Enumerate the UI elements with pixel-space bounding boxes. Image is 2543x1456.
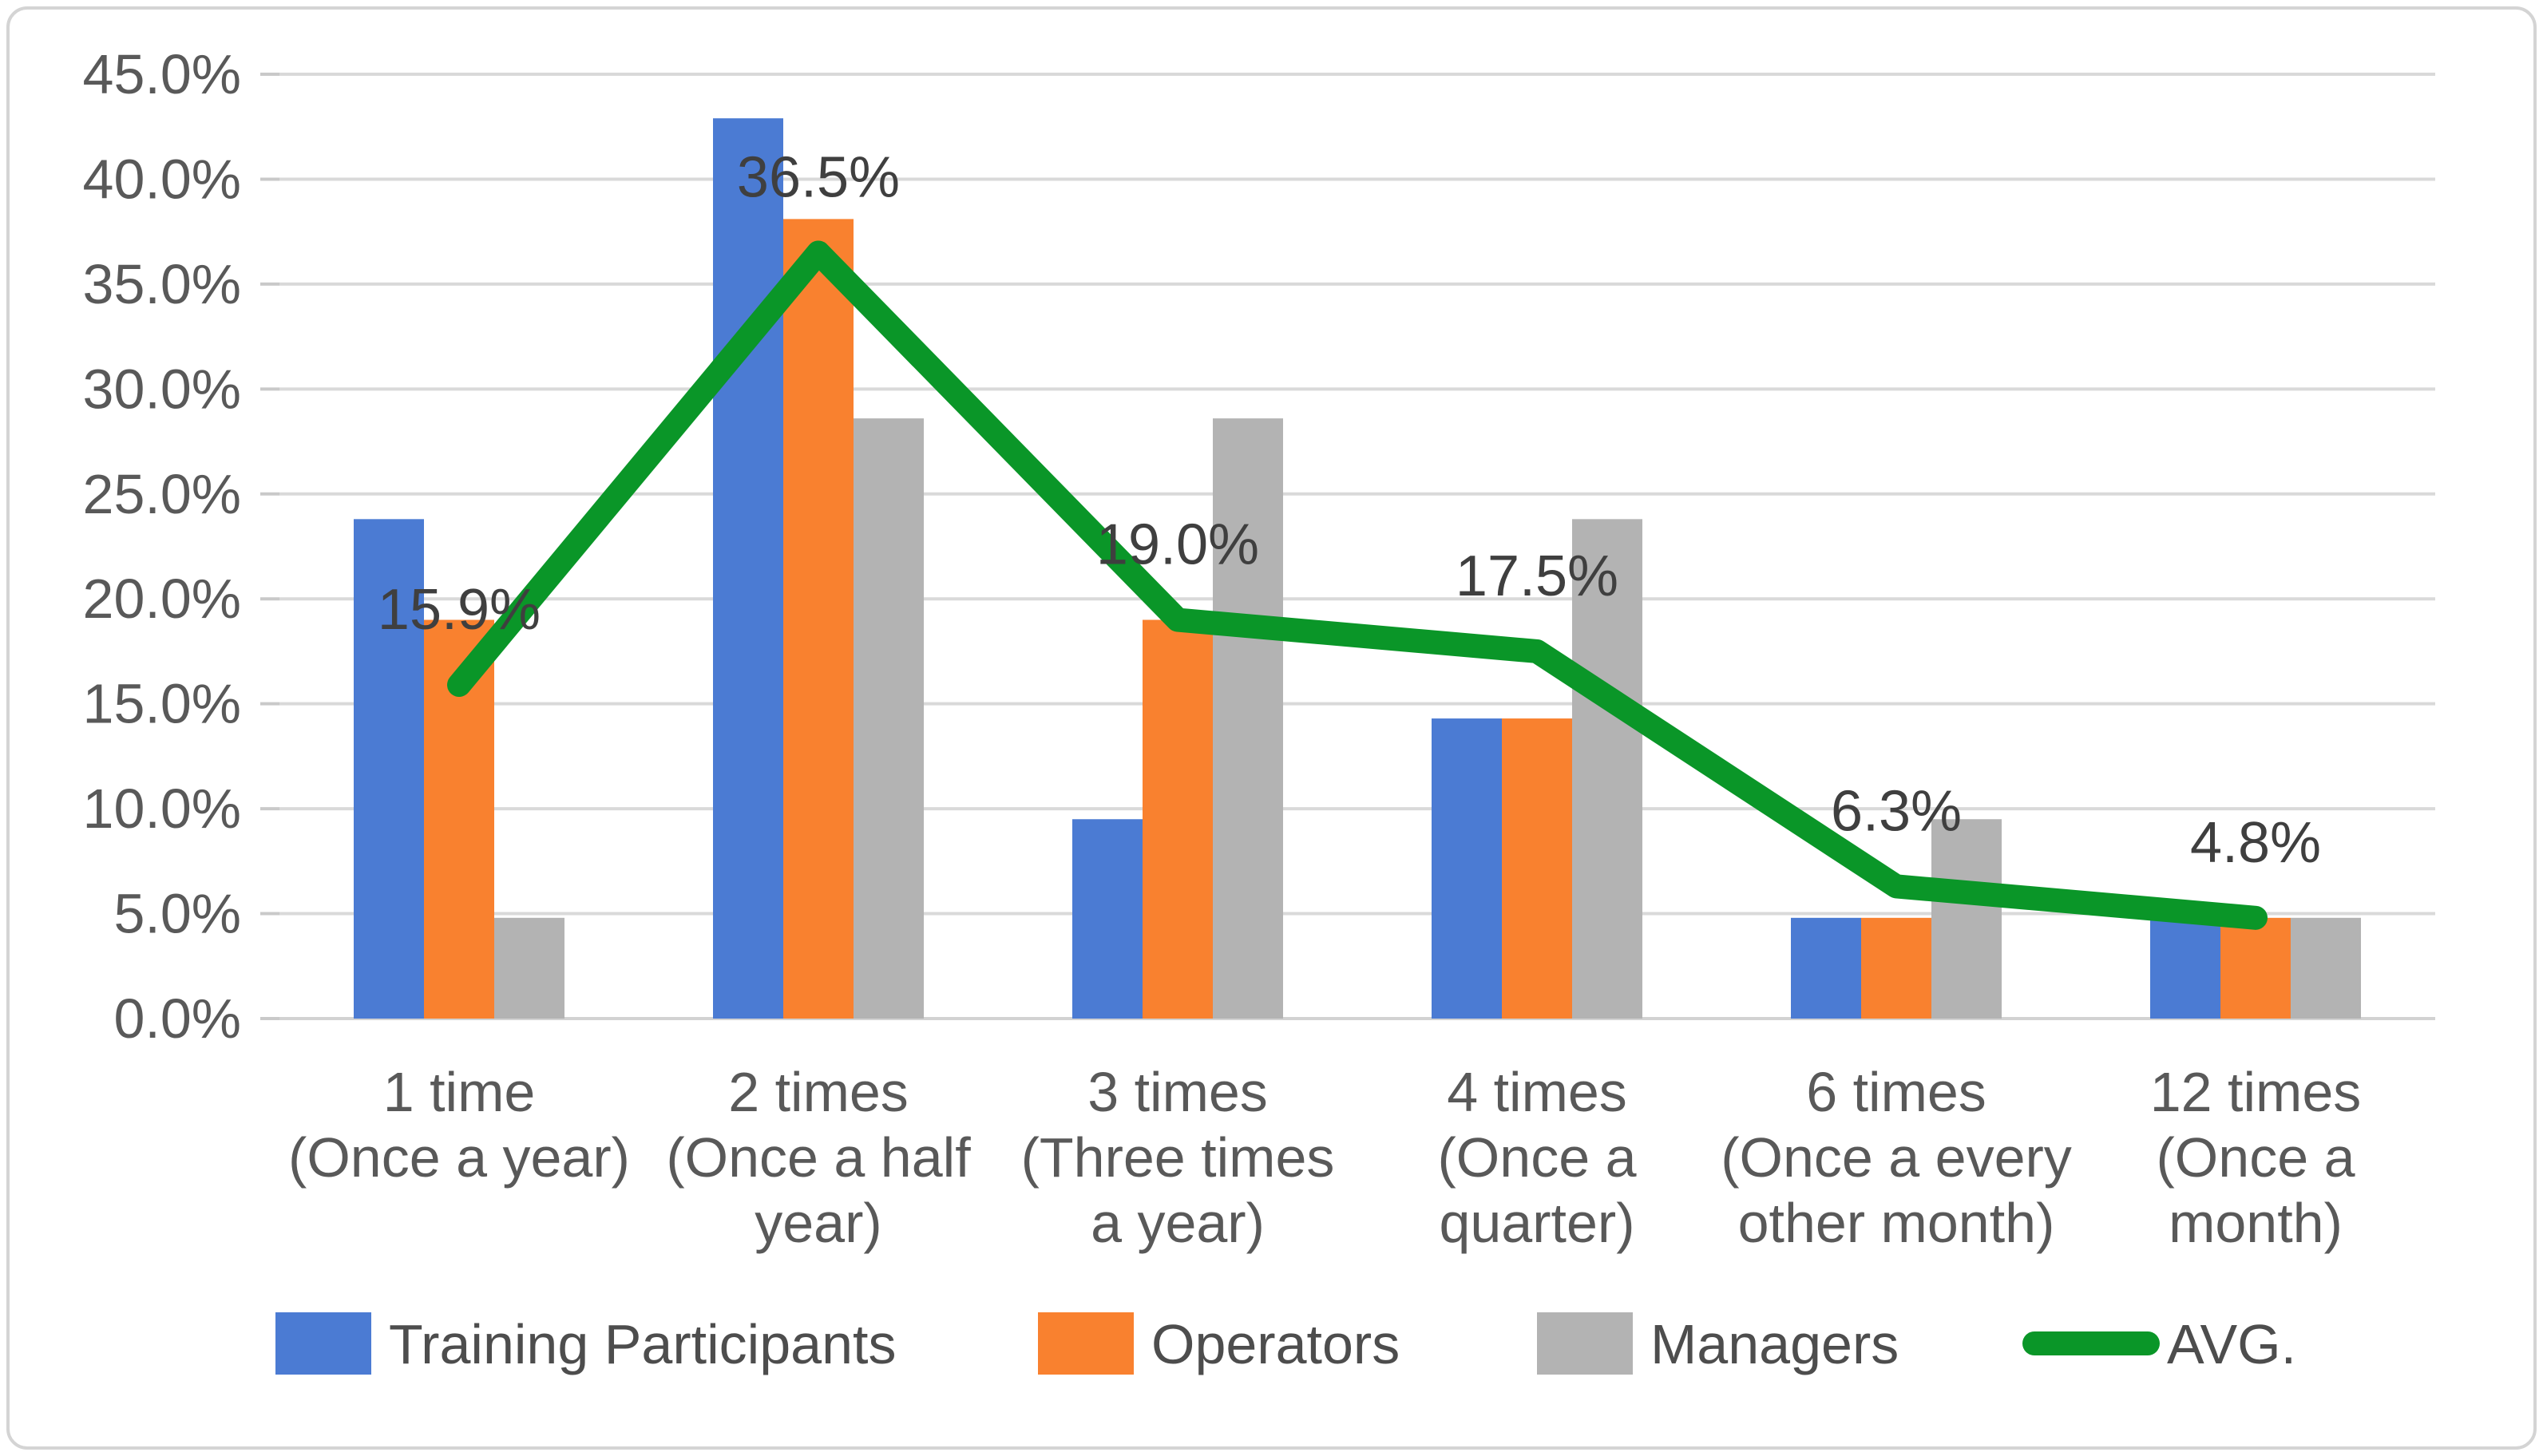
bar-training-participants-5	[2150, 917, 2220, 1019]
x-axis-label-line: month)	[2169, 1192, 2343, 1254]
x-axis-label-line: (Three times	[1021, 1126, 1335, 1189]
bar-training-participants-0	[354, 519, 424, 1019]
legend-label-avg: AVG.	[2167, 1313, 2296, 1375]
y-tick-label: 15.0%	[83, 673, 241, 735]
bar-managers-4	[1931, 819, 2002, 1019]
x-axis-label-line: 2 times	[728, 1061, 909, 1123]
x-axis-label-line: 12 times	[2150, 1061, 2362, 1123]
x-axis-label-line: (Once a	[2157, 1126, 2355, 1189]
x-axis-label-line: 3 times	[1087, 1061, 1268, 1123]
y-tick-label: 25.0%	[83, 463, 241, 525]
data-label-1: 36.5%	[737, 145, 900, 209]
legend-swatch-training-participants	[275, 1312, 371, 1375]
y-tick-label: 30.0%	[83, 358, 241, 420]
y-tick-label: 5.0%	[113, 883, 241, 945]
x-axis-label-2: 3 times (Three times a year)	[1021, 1061, 1335, 1254]
y-tick-label: 20.0%	[83, 568, 241, 630]
y-tick-label: 35.0%	[83, 253, 241, 315]
x-axis-label-4: 6 times (Once a every other month)	[1721, 1061, 2072, 1254]
x-axis-label-line: (Once a	[1438, 1126, 1637, 1189]
x-axis-label-line: 6 times	[1806, 1061, 1986, 1123]
x-axis-label-line: quarter)	[1439, 1192, 1634, 1254]
x-axis-label-1: 2 times (Once a half year)	[666, 1061, 971, 1254]
bar-training-participants-4	[1791, 917, 1861, 1019]
bar-operators-4	[1861, 917, 1931, 1019]
bar-operators-1	[783, 219, 854, 1019]
y-tick-label: 10.0%	[83, 777, 241, 840]
data-label-4: 6.3%	[1831, 779, 1962, 843]
legend-label-training-participants: Training Participants	[389, 1313, 896, 1375]
x-axis-label-0: 1 time (Once a year)	[288, 1061, 630, 1189]
avg-line	[447, 240, 2268, 930]
data-label-5: 4.8%	[2190, 811, 2321, 875]
x-axis-label-line: (Once a half	[666, 1126, 971, 1189]
bar-operators-3	[1502, 718, 1572, 1019]
bar-managers-1	[854, 418, 924, 1019]
legend-swatch-operators	[1038, 1312, 1134, 1375]
data-label-0: 15.9%	[378, 578, 541, 642]
y-tick-label: 0.0%	[113, 987, 241, 1050]
x-axis-label-line: a year)	[1091, 1192, 1265, 1254]
x-axis-label-5: 12 times (Once a month)	[2150, 1061, 2362, 1254]
x-axis-label-3: 4 times (Once a quarter)	[1438, 1061, 1637, 1254]
bar-managers-5	[2291, 917, 2361, 1019]
bar-training-participants-2	[1072, 819, 1143, 1019]
x-axis-label-line: (Once a every	[1721, 1126, 2072, 1189]
bar-training-participants-3	[1432, 718, 1502, 1019]
x-axis-label-line: 4 times	[1447, 1061, 1627, 1123]
bar-managers-0	[494, 917, 564, 1019]
x-axis-label-line: 1 time	[383, 1061, 536, 1123]
x-axis-label-line: year)	[755, 1192, 881, 1254]
x-axis-label-line: (Once a year)	[288, 1126, 630, 1189]
legend-label-operators: Operators	[1151, 1313, 1400, 1375]
data-label-2: 19.0%	[1096, 513, 1259, 577]
y-tick-label: 45.0%	[83, 43, 241, 105]
bar-operators-5	[2220, 917, 2291, 1019]
legend-swatch-managers	[1537, 1312, 1633, 1375]
y-tick-label: 40.0%	[83, 148, 241, 210]
legend-label-managers: Managers	[1650, 1313, 1899, 1375]
x-axis-label-line: other month)	[1738, 1192, 2055, 1254]
bar-managers-2	[1213, 418, 1283, 1019]
bar-training-participants-1	[713, 118, 783, 1019]
bar-managers-3	[1572, 519, 1642, 1019]
bar-operators-2	[1143, 619, 1213, 1019]
data-label-3: 17.5%	[1456, 544, 1618, 608]
